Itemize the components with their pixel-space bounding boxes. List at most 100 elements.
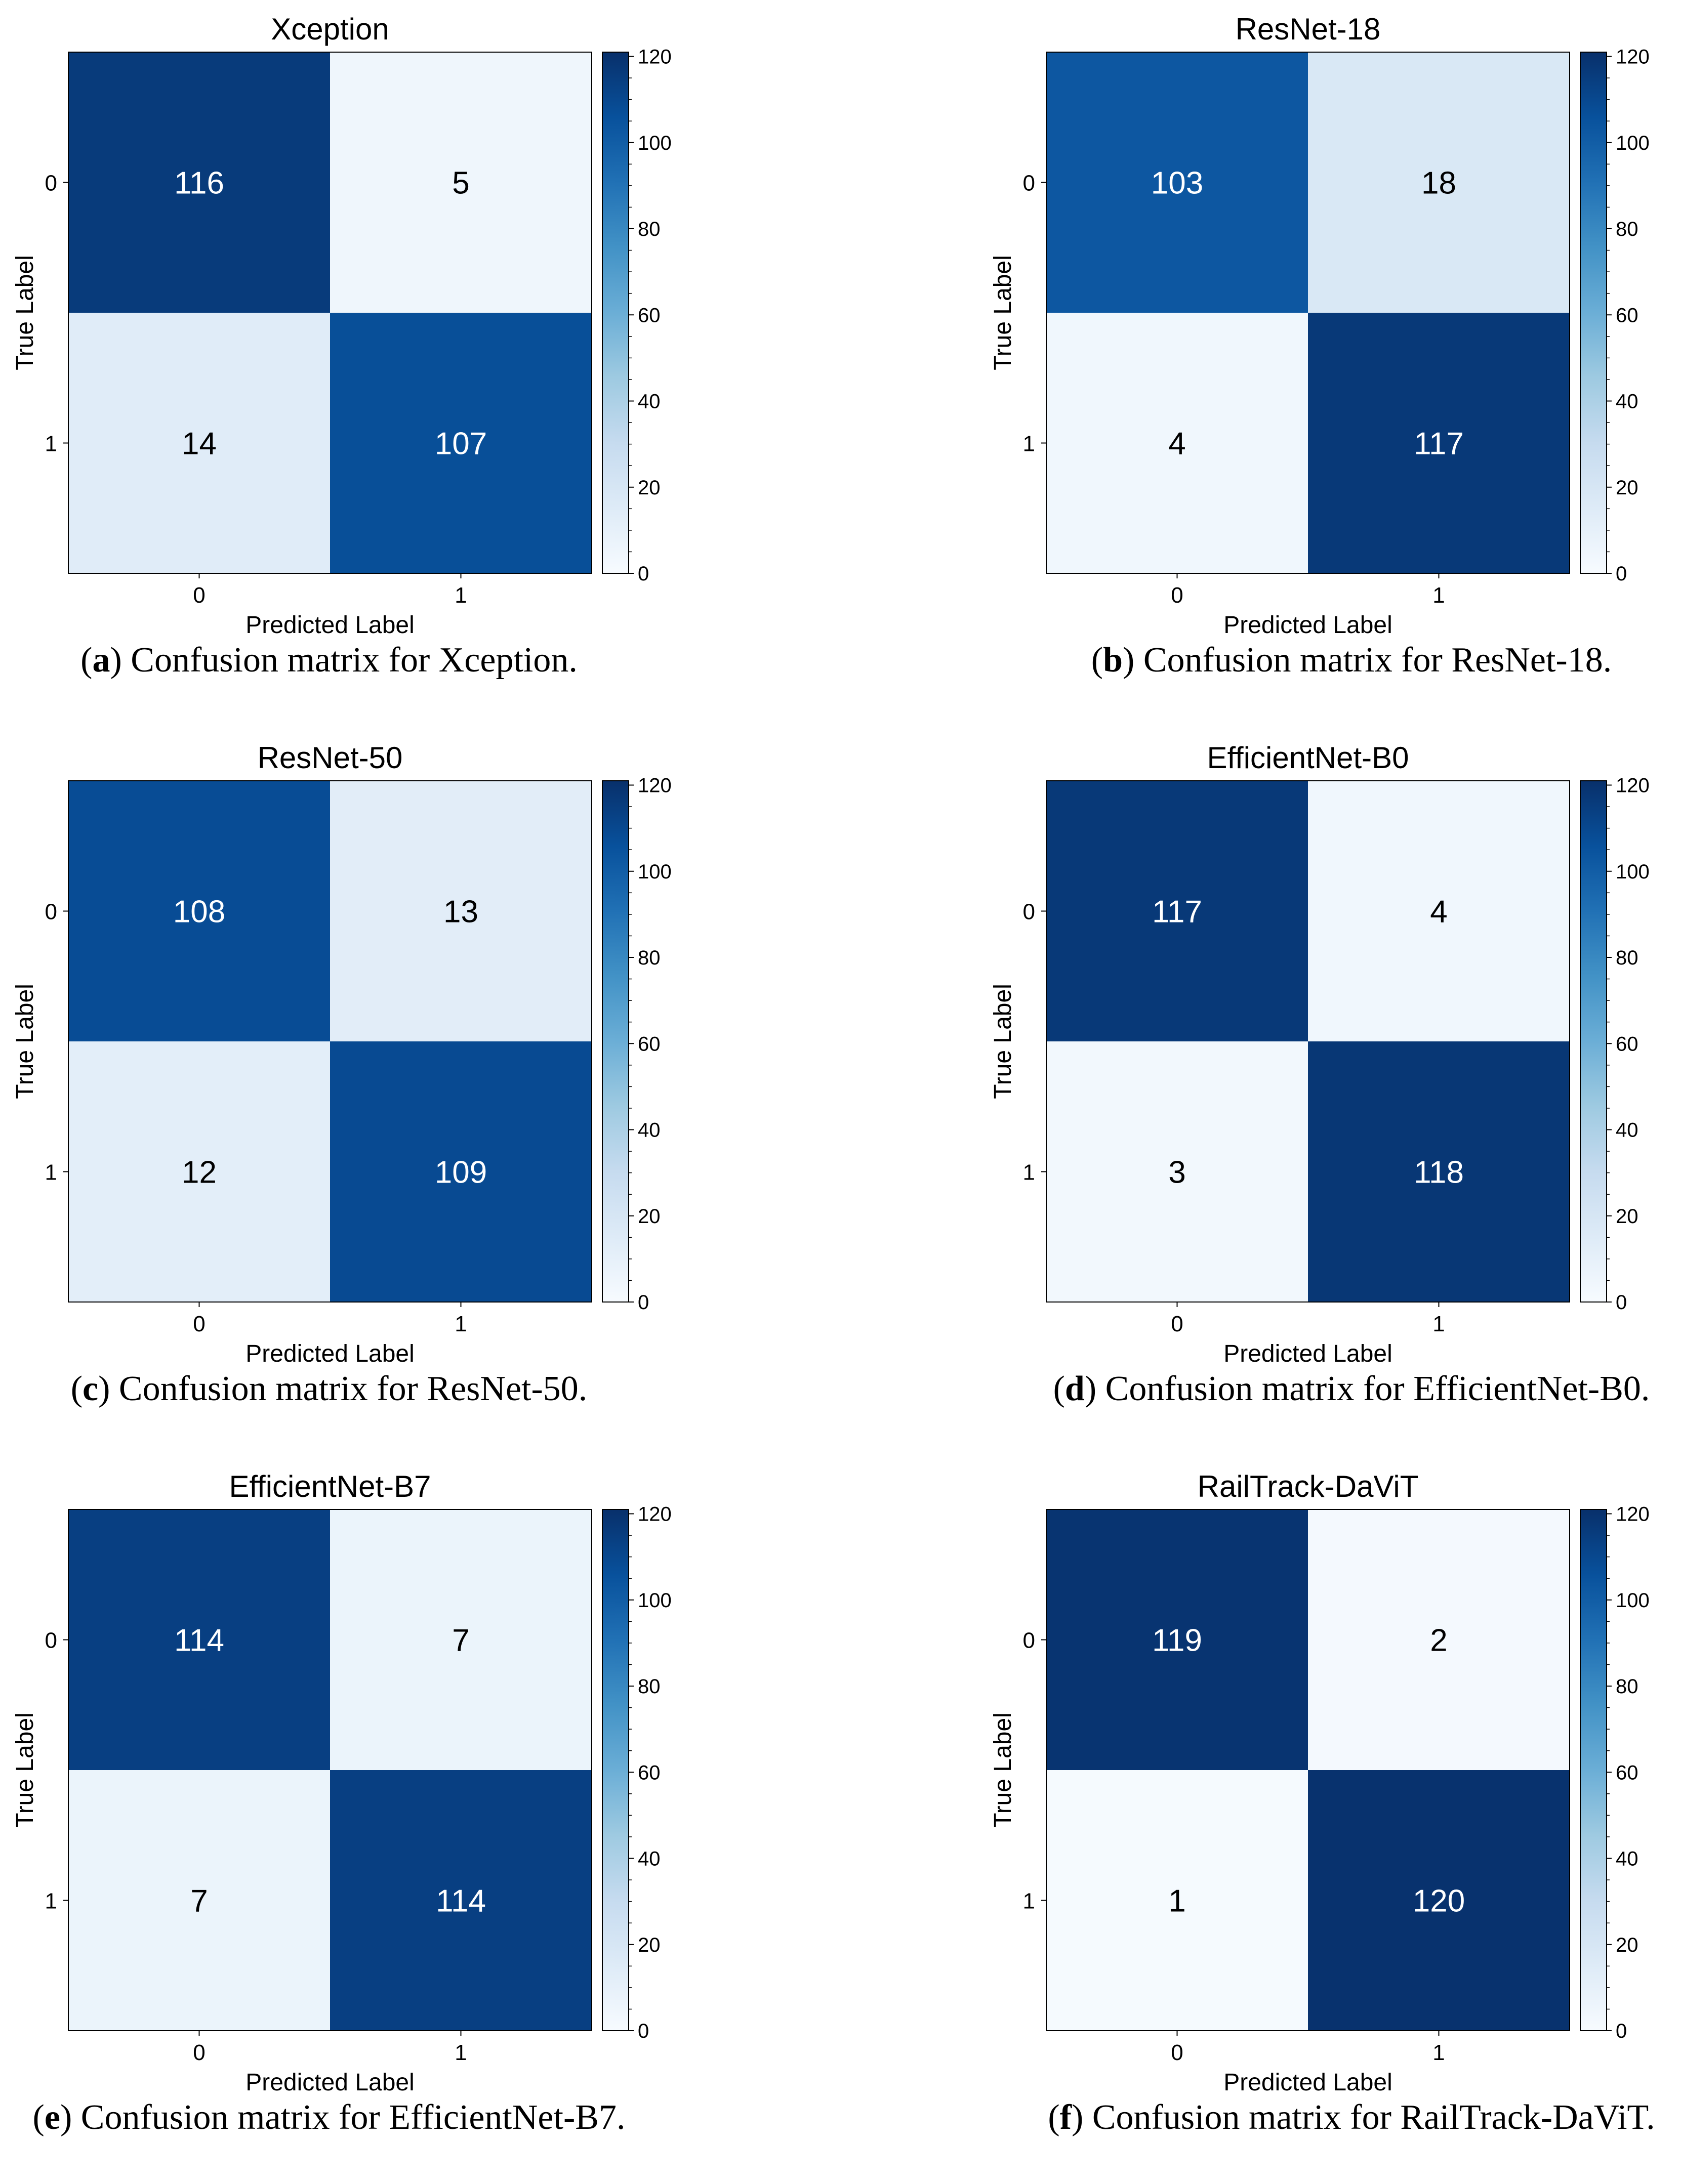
figure-caption-d: (d) Confusion matrix for EfficientNet-B0… xyxy=(1053,1369,1650,1408)
y-axis-label: True Label xyxy=(990,255,1016,370)
figure-caption-b: (b) Confusion matrix for ResNet-18. xyxy=(1091,641,1612,680)
colorbar-tick-label: 60 xyxy=(1616,1761,1638,1784)
colorbar-tick-label: 100 xyxy=(1616,861,1650,883)
y-tick-label: 1 xyxy=(45,1889,57,1914)
colorbar-tick-label: 100 xyxy=(638,861,672,883)
cell-value-label: 119 xyxy=(1152,1623,1202,1658)
heatmap-cell-r1-c1 xyxy=(1308,1770,1570,2031)
cell-value-label: 117 xyxy=(1414,427,1464,461)
caption-letter: b xyxy=(1103,641,1123,680)
colorbar-tick-label: 80 xyxy=(1616,947,1638,969)
heatmap-cell-r1-c1 xyxy=(330,1770,592,2031)
x-tick-label: 1 xyxy=(455,1312,467,1336)
y-tick-label: 0 xyxy=(45,900,57,925)
y-tick-label: 0 xyxy=(45,1628,57,1653)
x-axis-label: Predicted Label xyxy=(1223,612,1392,639)
colorbar-tick-label: 0 xyxy=(1616,1291,1627,1314)
x-axis-label: Predicted Label xyxy=(245,612,415,639)
colorbar xyxy=(602,52,629,574)
y-tick-label: 1 xyxy=(45,1160,57,1185)
caption-text: Confusion matrix for EfficientNet-B7. xyxy=(80,2098,626,2137)
colorbar-tick-label: 100 xyxy=(1616,132,1650,154)
colorbar-tick-label: 0 xyxy=(638,2020,649,2042)
heatmap-cell-r0-c0 xyxy=(1046,781,1308,1041)
y-axis-label: True Label xyxy=(990,984,1016,1099)
colorbar-tick-label: 20 xyxy=(1616,477,1638,499)
x-axis-label: Predicted Label xyxy=(1223,1340,1392,1367)
heatmap-cell-r1-c0 xyxy=(68,1770,330,2031)
colorbar-tick-label: 20 xyxy=(1616,1934,1638,1956)
heatmap-cell-r0-c1 xyxy=(1308,781,1570,1041)
matrix-frame xyxy=(1046,52,1570,574)
cell-value-label: 12 xyxy=(182,1155,217,1190)
chart-title: ResNet-50 xyxy=(258,741,403,775)
heatmap-cell-r0-c1 xyxy=(1308,52,1570,313)
x-tick-label: 0 xyxy=(1171,2040,1183,2065)
heatmap-cell-r0-c1 xyxy=(330,1509,592,1770)
x-axis-label: Predicted Label xyxy=(245,1340,415,1367)
colorbar xyxy=(1580,1509,1607,2031)
chart-title: EfficientNet-B7 xyxy=(229,1469,431,1503)
cell-value-label: 108 xyxy=(173,895,225,930)
x-tick-label: 0 xyxy=(193,2040,205,2065)
chart-panel-4: EfficientNet-B0 117 4 3 118 0 1 0 1 Predicted Lab… xyxy=(990,741,1650,1367)
cell-value-label: 114 xyxy=(436,1884,486,1919)
colorbar xyxy=(1580,52,1607,574)
cell-value-label: 114 xyxy=(174,1623,224,1658)
colorbar-tick-label: 120 xyxy=(1616,46,1650,68)
matrix-frame xyxy=(1046,1509,1570,2031)
x-tick-label: 0 xyxy=(1171,583,1183,608)
caption-letter: c xyxy=(83,1369,99,1408)
cell-value-label: 7 xyxy=(190,1884,208,1919)
colorbar-tick-label: 0 xyxy=(1616,563,1627,585)
cell-value-label: 2 xyxy=(1430,1623,1447,1658)
colorbar-tick-label: 60 xyxy=(638,1033,661,1055)
colorbar-tick-label: 40 xyxy=(1616,391,1638,413)
x-tick-label: 0 xyxy=(193,583,205,608)
heatmap-cell-r0-c0 xyxy=(1046,52,1308,313)
heatmap-cell-r1-c1 xyxy=(1308,313,1570,573)
caption-text: Confusion matrix for ResNet-18. xyxy=(1143,641,1612,680)
colorbar-tick-label: 40 xyxy=(1616,1848,1638,1870)
colorbar-tick-label: 40 xyxy=(638,391,661,413)
y-axis-label: True Label xyxy=(990,1712,1016,1828)
figure-caption-f: (f) Confusion matrix for RailTrack-DaViT… xyxy=(1048,2098,1655,2137)
colorbar-tick-label: 0 xyxy=(638,1291,649,1314)
chart-title: RailTrack-DaViT xyxy=(1198,1469,1419,1503)
cell-value-label: 5 xyxy=(452,166,469,201)
caption-letter: a xyxy=(92,641,110,680)
caption-text: Confusion matrix for RailTrack-DaViT. xyxy=(1092,2098,1655,2137)
chart-title: ResNet-18 xyxy=(1236,12,1381,46)
matrix-frame xyxy=(68,52,592,574)
caption-text: Confusion matrix for ResNet-50. xyxy=(118,1369,588,1408)
chart-panel-1: Xception 116 5 14 107 0 1 0 1 Predicted Label True… xyxy=(12,12,672,639)
cell-value-label: 1 xyxy=(1168,1884,1185,1919)
heatmap-cell-r1-c0 xyxy=(68,1041,330,1302)
heatmap-cell-r0-c1 xyxy=(1308,1509,1570,1770)
x-axis-label: Predicted Label xyxy=(245,2069,415,2096)
cell-value-label: 116 xyxy=(174,166,224,201)
colorbar-tick-label: 120 xyxy=(638,1503,672,1526)
x-tick-label: 1 xyxy=(1432,583,1445,608)
colorbar-tick-label: 60 xyxy=(1616,304,1638,326)
colorbar xyxy=(602,780,629,1303)
cell-value-label: 13 xyxy=(443,895,478,930)
colorbar-tick-label: 40 xyxy=(638,1119,661,1142)
caption-letter: e xyxy=(44,2098,60,2137)
heatmap-cell-r0-c0 xyxy=(1046,1509,1308,1770)
figure-caption-a: (a) Confusion matrix for Xception. xyxy=(80,641,578,680)
chart-panel-3: ResNet-50 108 13 12 109 0 1 0 1 Predicted Label Tr… xyxy=(12,741,672,1367)
y-tick-label: 1 xyxy=(1023,1160,1035,1185)
colorbar-tick-label: 20 xyxy=(638,477,661,499)
matrix-frame xyxy=(68,780,592,1303)
matrix-frame xyxy=(68,1509,592,2031)
chart-panel-5: EfficientNet-B7 114 7 7 114 0 1 0 1 Predicted Lab… xyxy=(12,1469,672,2096)
caption-letter: d xyxy=(1064,1369,1085,1408)
y-tick-label: 1 xyxy=(45,432,57,456)
colorbar-tick-label: 60 xyxy=(638,304,661,326)
cell-value-label: 103 xyxy=(1151,166,1203,201)
cell-value-label: 4 xyxy=(1430,895,1447,930)
cell-value-label: 107 xyxy=(435,427,487,461)
colorbar xyxy=(1580,780,1607,1303)
